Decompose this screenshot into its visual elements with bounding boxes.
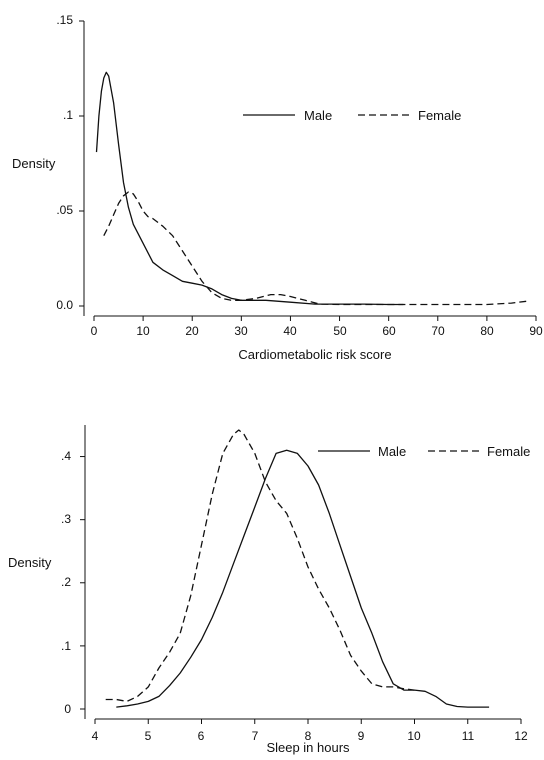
series-line-female [103, 191, 527, 306]
series-line-male [116, 449, 490, 708]
sleep-hours-density-chart: 0 .1 .2 .3 .4 4 5 6 7 8 9 10 11 12 Densi… [8, 425, 530, 755]
y-tick-label: .15 [56, 13, 73, 27]
x-tick-label: 40 [283, 324, 297, 338]
legend-label-female: Female [418, 108, 461, 123]
legend-label-male: Male [378, 444, 406, 459]
legend: Male Female [378, 444, 530, 459]
x-tick-label: 20 [185, 324, 199, 338]
x-tick-label: 8 [305, 729, 312, 743]
x-tick-label: 90 [529, 324, 543, 338]
y-tick-label: 0.0 [56, 298, 73, 312]
x-tick-label: 6 [198, 729, 205, 743]
x-tick-label: 10 [407, 729, 421, 743]
y-tick-label: .4 [61, 449, 71, 463]
y-tick-label: .2 [61, 575, 71, 589]
x-tick-label: 9 [358, 729, 365, 743]
x-axis-label: Sleep in hours [266, 740, 350, 755]
y-axis-label: Density [12, 156, 56, 171]
legend-label-female: Female [487, 444, 530, 459]
x-tick-label: 30 [234, 324, 248, 338]
x-tick-label: 4 [92, 729, 99, 743]
y-tick-label: .1 [63, 108, 73, 122]
series-line-female [105, 429, 415, 703]
x-tick-label: 10 [136, 324, 150, 338]
y-tick-label: .3 [61, 512, 71, 526]
x-tick-label: 5 [145, 729, 152, 743]
x-tick-label: 11 [462, 729, 475, 743]
y-tick-labels: 0.0 .05 .1 .15 [56, 13, 73, 312]
series-line-male [95, 71, 404, 306]
x-tick-labels: 4 5 6 7 8 9 10 11 12 [92, 729, 528, 743]
x-tick-label: 7 [252, 729, 259, 743]
risk-score-density-chart: 0.0 .05 .1 .15 0 10 20 30 40 50 60 70 80… [12, 13, 543, 362]
legend: Male Female [304, 108, 461, 123]
x-tick-label: 50 [333, 324, 347, 338]
x-tick-label: 12 [514, 729, 528, 743]
x-tick-label: 70 [431, 324, 445, 338]
y-tick-label: .1 [61, 639, 71, 653]
legend-label-male: Male [304, 108, 332, 123]
x-tick-label: 80 [480, 324, 494, 338]
x-tick-labels: 0 10 20 30 40 50 60 70 80 90 [91, 324, 543, 338]
y-tick-label: 0 [64, 702, 71, 716]
x-tick-label: 0 [91, 324, 98, 338]
y-tick-labels: 0 .1 .2 .3 .4 [61, 449, 71, 716]
x-tick-label: 60 [382, 324, 396, 338]
x-axis-label: Cardiometabolic risk score [238, 347, 391, 362]
y-tick-label: .05 [56, 203, 73, 217]
y-axis-label: Density [8, 555, 52, 570]
